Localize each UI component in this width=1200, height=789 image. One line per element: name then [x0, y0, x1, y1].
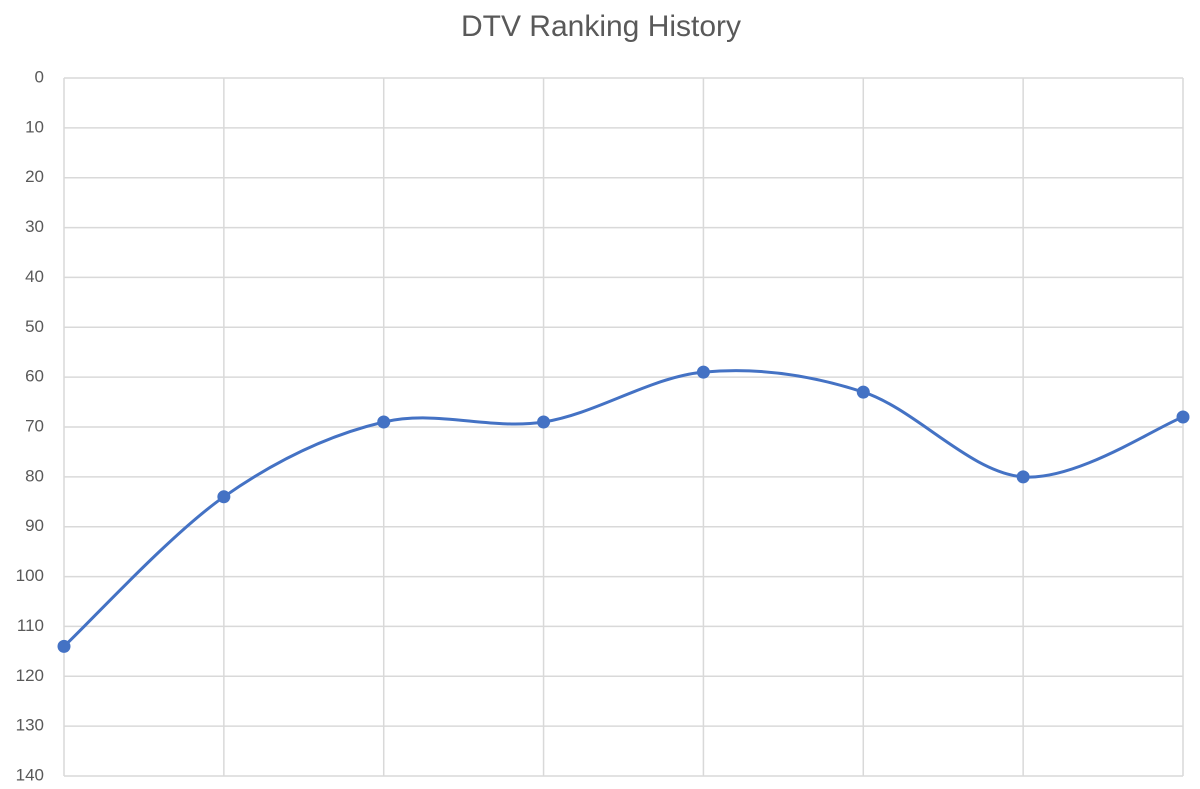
y-tick-label: 70: [25, 416, 44, 435]
y-tick-label: 130: [16, 716, 44, 735]
y-tick-label: 50: [25, 317, 44, 336]
y-tick-label: 90: [25, 516, 44, 535]
y-tick-label: 40: [25, 267, 44, 286]
y-tick-label: 0: [35, 67, 44, 86]
y-tick-label: 20: [25, 167, 44, 186]
marker: [217, 490, 231, 504]
y-tick-label: 100: [16, 566, 44, 585]
y-tick-label: 80: [25, 466, 44, 485]
marker: [696, 365, 710, 379]
chart-title: DTV Ranking History: [461, 10, 741, 43]
y-tick-label: 110: [17, 616, 44, 635]
marker: [1176, 410, 1190, 424]
y-tick-label: 140: [16, 765, 44, 784]
marker: [57, 639, 71, 653]
marker: [856, 385, 870, 399]
y-tick-label: 60: [25, 367, 44, 386]
y-tick-label: 120: [16, 666, 44, 685]
marker: [377, 415, 391, 429]
y-tick-label: 30: [25, 217, 44, 236]
marker: [1016, 470, 1030, 484]
marker: [537, 415, 551, 429]
y-tick-label: 10: [25, 117, 44, 136]
line: [62, 369, 1184, 648]
